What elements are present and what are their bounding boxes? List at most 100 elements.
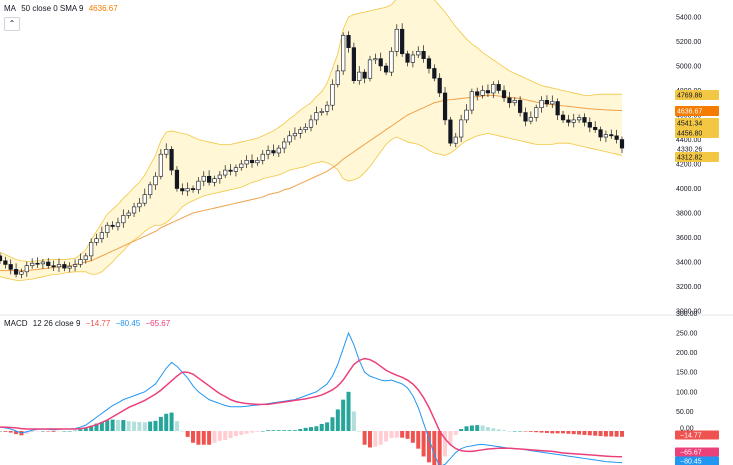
- legend-macd-signal: −65.67: [145, 319, 171, 328]
- candle-body: [614, 135, 619, 140]
- macd-y-tick-label: 50.00: [676, 409, 694, 416]
- macd-histogram-bar: [507, 431, 512, 432]
- macd-histogram-bar: [271, 430, 276, 431]
- macd-value-tag-label: −80.45: [680, 459, 702, 465]
- macd-value-tag: [675, 423, 719, 433]
- price-tag-label: 4456.80: [677, 131, 702, 138]
- candle-body: [619, 139, 625, 149]
- candle-body: [201, 175, 206, 182]
- macd-histogram-bar: [426, 431, 431, 463]
- candle-body: [587, 122, 592, 128]
- y-tick-label: 5000.00: [676, 64, 701, 71]
- macd-histogram-bar: [309, 427, 313, 431]
- candle-body: [373, 58, 378, 61]
- macd-histogram-bar: [469, 425, 474, 431]
- price-tag-label: 4769.86: [677, 93, 702, 100]
- candle-body: [30, 262, 35, 266]
- macd-histogram-bar: [389, 431, 394, 439]
- candle-body: [62, 264, 67, 269]
- macd-histogram-bar: [239, 431, 244, 435]
- caret-up-icon[interactable]: ⌃: [4, 17, 20, 31]
- candle-body: [137, 202, 142, 208]
- candle-body: [448, 119, 453, 144]
- macd-histogram-bar: [582, 431, 587, 435]
- macd-histogram-bar: [244, 431, 249, 434]
- macd-histogram-bar: [233, 431, 238, 437]
- price-tag: [675, 118, 719, 128]
- macd-histogram-bar: [276, 430, 281, 431]
- candle-body: [13, 269, 19, 275]
- macd-histogram-bar: [464, 426, 469, 431]
- candle-body: [346, 35, 351, 48]
- macd-histogram-bar: [73, 430, 78, 432]
- macd-histogram-bar: [571, 431, 576, 435]
- macd-histogram-bar: [512, 431, 517, 432]
- macd-histogram-bar: [126, 421, 131, 431]
- macd-histogram-bar: [330, 417, 335, 431]
- macd-histogram-bar: [432, 431, 437, 465]
- macd-histogram-bar: [394, 431, 399, 438]
- macd-histogram-bar: [35, 431, 40, 432]
- candle-body: [271, 150, 276, 154]
- macd-histogram-bar: [223, 431, 228, 441]
- macd-y-tick-label: 300.00: [676, 311, 698, 318]
- candle-body: [442, 92, 448, 121]
- y-tick-label: 4200.00: [676, 162, 701, 169]
- candle-body: [40, 261, 45, 265]
- macd-histogram-bar: [480, 425, 485, 431]
- candle-body: [518, 100, 523, 113]
- macd-histogram-bar: [459, 429, 464, 431]
- macd-histogram-bar: [3, 431, 8, 432]
- candle-body: [239, 163, 244, 168]
- candle-body: [341, 35, 346, 72]
- macd-histogram-bar: [378, 431, 383, 445]
- candle-body: [105, 224, 110, 233]
- price-tag: [675, 144, 719, 154]
- macd-histogram-bar: [148, 421, 153, 431]
- candle-body: [255, 160, 260, 164]
- macd-histogram-bar: [448, 431, 453, 445]
- candle-body: [593, 126, 598, 130]
- candle-body: [223, 169, 228, 176]
- macd-histogram-bar: [410, 431, 415, 443]
- macd-histogram-bar: [158, 416, 163, 431]
- macd-histogram-bar: [528, 431, 533, 432]
- macd-histogram-bar: [566, 431, 571, 434]
- candle-body: [351, 47, 356, 82]
- candle-body: [528, 117, 533, 122]
- candle-body: [330, 84, 335, 106]
- candle-body: [196, 180, 201, 191]
- macd-histogram-bar: [191, 431, 196, 443]
- price-tag-label: 4541.34: [677, 121, 702, 128]
- macd-histogram-bar: [539, 431, 544, 433]
- macd-histogram-bar: [228, 431, 233, 439]
- candle-body: [180, 188, 185, 192]
- macd-histogram-bar: [341, 399, 346, 431]
- macd-histogram-bar: [544, 431, 549, 433]
- candle-body: [8, 264, 13, 270]
- macd-histogram-bar: [373, 431, 378, 447]
- candle-body: [459, 119, 464, 138]
- macd-histogram-bar: [555, 431, 560, 434]
- macd-value-tag: [675, 430, 719, 440]
- candle-body: [314, 112, 319, 121]
- candle-body: [185, 188, 190, 192]
- candle-body: [453, 136, 458, 144]
- macd-histogram-bar: [153, 420, 158, 431]
- candle-body: [335, 70, 340, 85]
- candle-body: [287, 135, 292, 143]
- candle-body: [491, 84, 496, 94]
- macd-histogram-bar: [282, 430, 287, 431]
- macd-histogram-bar: [400, 431, 405, 438]
- macd-histogram-bar: [217, 431, 222, 441]
- macd-histogram-bar: [196, 431, 201, 445]
- candle-body: [174, 169, 180, 189]
- candle-body: [164, 149, 169, 155]
- macd-histogram-bar: [351, 411, 356, 431]
- candle-body: [308, 119, 314, 128]
- candle-body: [89, 242, 94, 257]
- candle-body: [485, 90, 491, 94]
- macd-histogram-bar: [534, 431, 539, 433]
- candle-body: [501, 90, 507, 99]
